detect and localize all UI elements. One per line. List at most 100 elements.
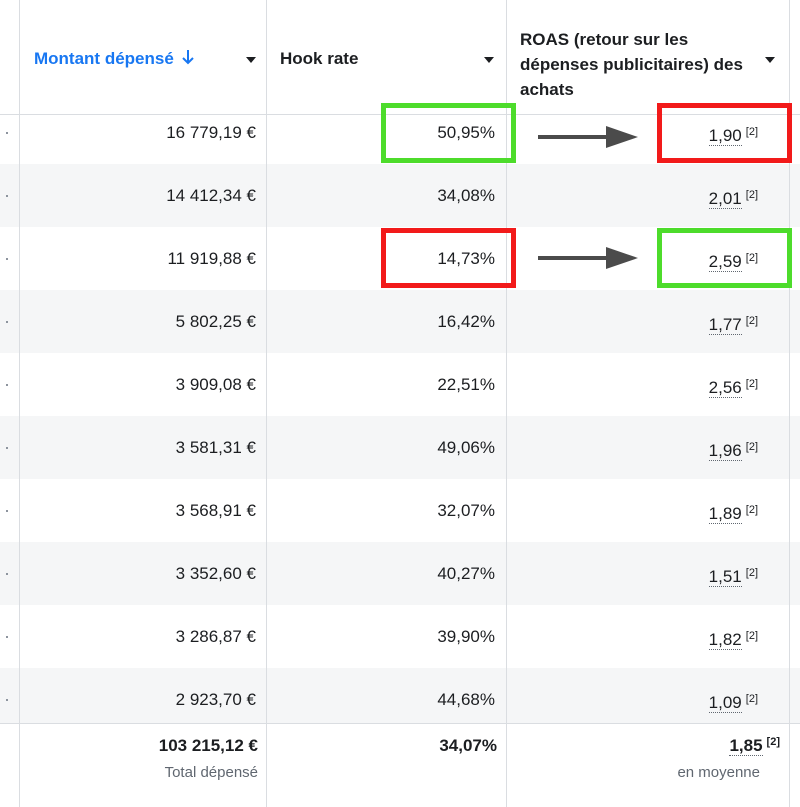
row-marker (6, 258, 8, 260)
cell-roas: 1,82 [2] (508, 605, 758, 668)
cell-hook-rate: 49,06% (437, 438, 495, 457)
roas-note: [2] (745, 693, 758, 705)
row-marker (6, 636, 8, 638)
table-row[interactable]: 2 923,70 € 44,68% 1,09 [2] (0, 668, 800, 731)
roas-note: [2] (745, 189, 758, 201)
highlight-box-red (381, 228, 516, 288)
cell-hook-rate: 14,73% (437, 249, 495, 268)
total-spend-label: Total dépensé (164, 764, 258, 781)
cell-hook-rate: 32,07% (437, 501, 495, 520)
highlight-box-green (657, 228, 792, 288)
row-marker (6, 573, 8, 575)
column-divider (789, 0, 790, 807)
row-marker (6, 384, 8, 386)
row-marker (6, 132, 8, 134)
cell-hook-rate: 50,95% (437, 123, 495, 142)
chevron-down-icon[interactable] (246, 57, 256, 63)
cell-roas: 1,77 [2] (508, 290, 758, 353)
cell-roas: 1,96 [2] (508, 416, 758, 479)
chevron-down-icon[interactable] (484, 57, 494, 63)
roas-value[interactable]: 2,01 (708, 189, 742, 209)
cell-spend: 3 581,31 € (175, 438, 256, 457)
cell-roas: 2,59 [2] (508, 227, 758, 290)
table-row[interactable]: 3 909,08 € 22,51% 2,56 [2] (0, 353, 800, 416)
row-marker (6, 321, 8, 323)
cell-roas: 1,89 [2] (508, 479, 758, 542)
column-header-hook-rate[interactable]: Hook rate (267, 0, 506, 114)
cell-spend: 14 412,34 € (166, 186, 256, 205)
row-marker (6, 699, 8, 701)
cell-spend: 16 779,19 € (166, 123, 256, 142)
roas-note: [2] (745, 567, 758, 579)
table-row[interactable]: 3 286,87 € 39,90% 1,82 [2] (0, 605, 800, 668)
cell-spend: 3 286,87 € (175, 627, 256, 646)
cell-hook-rate: 16,42% (437, 312, 495, 331)
column-header-roas-label: ROAS (retour sur les dépenses publicitai… (520, 30, 743, 99)
table-row[interactable]: 3 581,31 € 49,06% 1,96 [2] (0, 416, 800, 479)
cell-spend: 3 352,60 € (175, 564, 256, 583)
roas-note: [2] (745, 252, 758, 264)
cell-spend: 2 923,70 € (175, 690, 256, 709)
cell-spend: 3 909,08 € (175, 375, 256, 394)
cell-roas: 1,09 [2] (508, 668, 758, 731)
cell-roas: 2,01 [2] (508, 164, 758, 227)
roas-value[interactable]: 2,56 (708, 378, 742, 398)
cell-hook-rate: 22,51% (437, 375, 495, 394)
totals-row: 103 215,12 € Total dépensé 34,07% 1,85 [2… (0, 723, 800, 807)
chevron-down-icon[interactable] (765, 57, 775, 63)
column-header-spend-label: Montant dépensé (34, 49, 174, 68)
roas-value[interactable]: 2,59 (708, 252, 742, 272)
table-row[interactable]: 3 568,91 € 32,07% 1,89 [2] (0, 479, 800, 542)
roas-value[interactable]: 1,77 (708, 315, 742, 335)
cell-roas: 2,56 [2] (508, 353, 758, 416)
roas-note: [2] (745, 126, 758, 138)
table-header: Montant dépensé Hook rate ROAS (retour s… (0, 0, 800, 115)
row-marker (6, 510, 8, 512)
roas-value[interactable]: 1,09 (708, 693, 742, 713)
roas-note: [2] (745, 441, 758, 453)
total-roas-value[interactable]: 1,85 (729, 736, 763, 756)
cell-spend: 11 919,88 € (167, 249, 256, 268)
total-roas-label: en moyenne (677, 764, 760, 781)
highlight-box-green (381, 103, 516, 163)
roas-note: [2] (745, 630, 758, 642)
arrow-right-icon (538, 247, 638, 269)
cell-spend: 5 802,25 € (175, 312, 256, 331)
cell-roas: 1,51 [2] (508, 542, 758, 605)
roas-note: [2] (745, 504, 758, 516)
table-row[interactable]: 3 352,60 € 40,27% 1,51 [2] (0, 542, 800, 605)
total-hook-rate: 34,07% (439, 736, 497, 755)
table-row[interactable]: 14 412,34 € 34,08% 2,01 [2] (0, 164, 800, 227)
column-header-roas[interactable]: ROAS (retour sur les dépenses publicitai… (507, 0, 800, 114)
cell-spend: 3 568,91 € (175, 501, 256, 520)
arrow-down-icon (181, 46, 194, 71)
roas-value[interactable]: 1,90 (708, 126, 742, 146)
arrow-right-icon (538, 126, 638, 148)
column-header-hook-rate-label: Hook rate (280, 49, 359, 68)
highlight-box-red (657, 103, 792, 163)
total-roas-note: [2] (766, 736, 780, 748)
roas-value[interactable]: 1,89 (708, 504, 742, 524)
row-marker (6, 447, 8, 449)
cell-roas: 1,90 [2] (508, 101, 758, 164)
column-divider (506, 0, 507, 807)
table-row[interactable]: 11 919,88 € 14,73% 2,59 [2] (0, 227, 800, 290)
column-divider (266, 0, 267, 807)
roas-note: [2] (745, 378, 758, 390)
table-row[interactable]: 5 802,25 € 16,42% 1,77 [2] (0, 290, 800, 353)
roas-value[interactable]: 1,82 (708, 630, 742, 650)
roas-note: [2] (745, 315, 758, 327)
roas-value[interactable]: 1,51 (708, 567, 742, 587)
cell-hook-rate: 40,27% (437, 564, 495, 583)
cell-hook-rate: 39,90% (437, 627, 495, 646)
table-row[interactable]: 16 779,19 € 50,95% 1,90 [2] (0, 101, 800, 164)
total-spend: 103 215,12 € (158, 736, 258, 755)
cell-hook-rate: 34,08% (437, 186, 495, 205)
column-header-spend[interactable]: Montant dépensé (20, 0, 266, 114)
total-roas: 1,85 [2] (508, 736, 780, 756)
cell-hook-rate: 44,68% (437, 690, 495, 709)
column-divider (19, 0, 20, 807)
roas-value[interactable]: 1,96 (708, 441, 742, 461)
row-marker (6, 195, 8, 197)
